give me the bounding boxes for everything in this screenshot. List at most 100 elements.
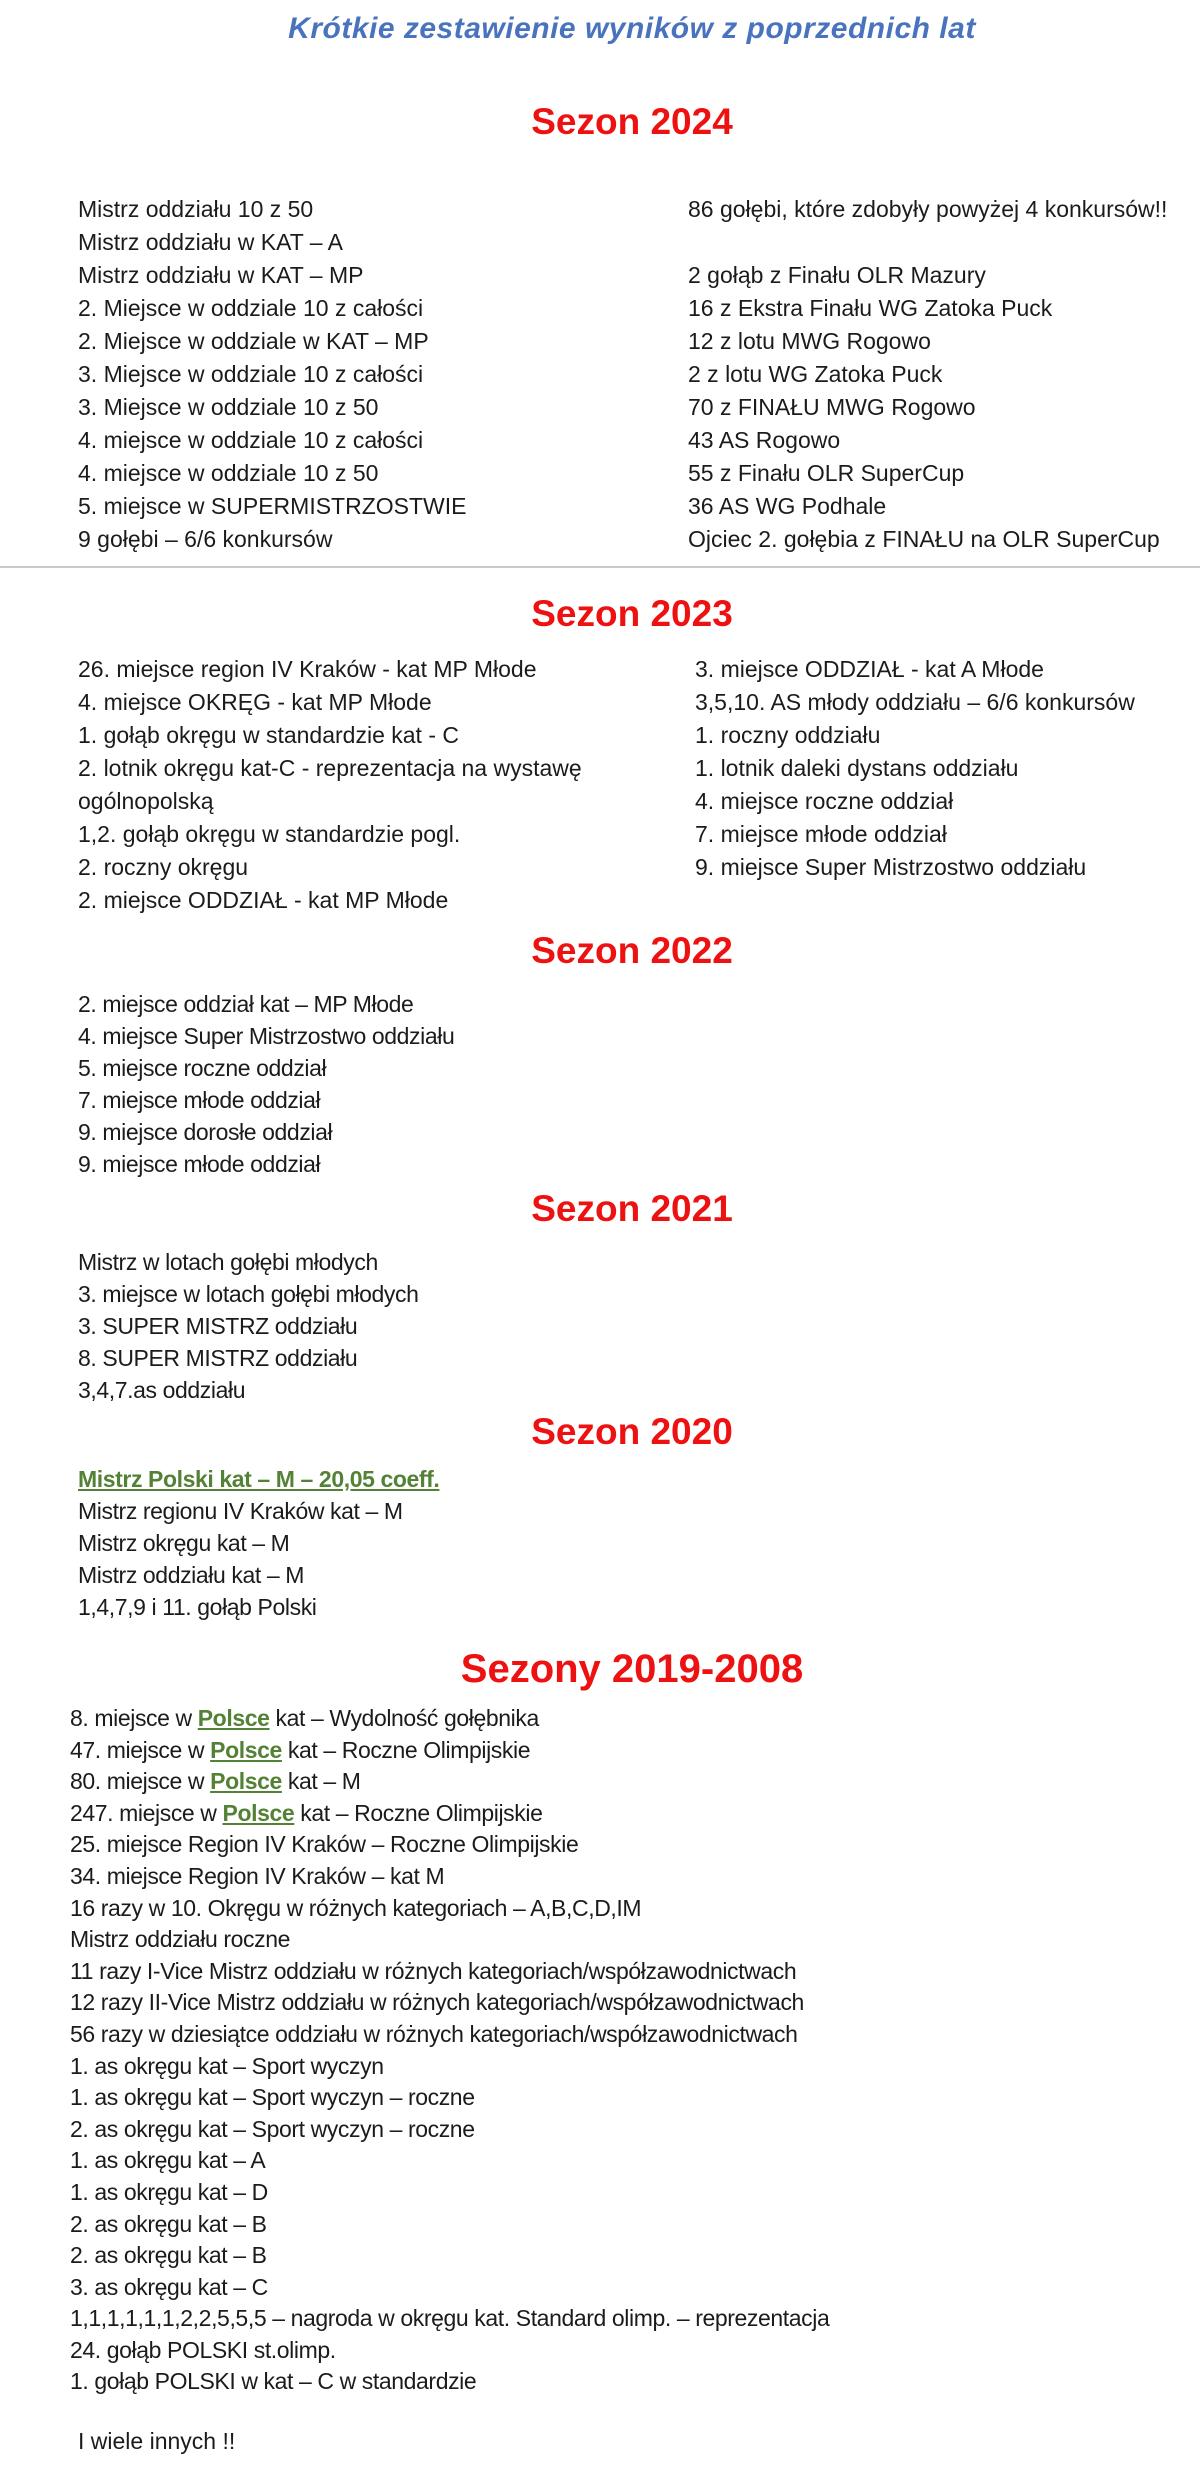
list-item: 16 z Ekstra Finału WG Zatoka Puck <box>688 295 1053 321</box>
list-item: 2. as okręgu kat – B <box>70 2210 267 2237</box>
sezon-2020-list: Mistrz Polski kat – M – 20,05 coeff. Mist… <box>78 1463 1200 1623</box>
text-segment: kat – M <box>281 1768 361 1795</box>
list-item: 3. SUPER MISTRZ oddziału <box>78 1313 358 1339</box>
list-item: 12 razy II-Vice Mistrz oddziału w różnyc… <box>70 1989 804 2016</box>
sezony-2019-2008-list: 8. miejsce w Polsce kat – Wydolność gołę… <box>70 1703 1200 2398</box>
sezon-2022-list: 2. miejsce oddział kat – MP Młode 4. miej… <box>78 988 1200 1180</box>
list-item: 8. SUPER MISTRZ oddziału <box>78 1345 358 1371</box>
document-title: Krótkie zestawienie wyników z poprzednic… <box>288 12 976 45</box>
list-item: Mistrz oddziału 10 z 50 <box>78 196 314 222</box>
list-item: 12 z lotu MWG Rogowo <box>688 328 931 354</box>
section-header-sezon-2021: Sezon 2021 <box>531 1188 733 1229</box>
list-item: 3. Miejsce w oddziale 10 z całości <box>78 361 424 387</box>
list-item: 80. miejsce w Polsce kat – M <box>70 1766 1200 1798</box>
section-header-sezon-2020: Sezon 2020 <box>531 1411 733 1452</box>
list-item: 3,5,10. AS młody oddziału – 6/6 konkursó… <box>695 689 1135 715</box>
list-item: 26. miejsce region IV Kraków - kat MP Mł… <box>78 656 537 682</box>
list-item: 4. miejsce OKRĘG - kat MP Młode <box>78 689 432 715</box>
list-item: 16 razy w 10. Okręgu w różnych kategoria… <box>70 1894 642 1921</box>
text-segment: kat – Roczne Olimpijskie <box>294 1799 543 1826</box>
list-item: Mistrz w lotach gołębi młodych <box>78 1249 378 1275</box>
text-segment: 247. miejsce w <box>70 1799 223 1826</box>
sezon-2023-left-column: 26. miejsce region IV Kraków - kat MP Mł… <box>78 653 695 917</box>
list-item: Mistrz okręgu kat – M <box>78 1530 290 1556</box>
list-item: 1. lotnik daleki dystans oddziału <box>695 755 1019 781</box>
list-item: 3. Miejsce w oddziale 10 z 50 <box>78 394 379 420</box>
list-item: 9. miejsce dorosłe oddział <box>78 1119 333 1145</box>
list-item: 9. miejsce młode oddział <box>78 1151 321 1177</box>
list-item: 1. as okręgu kat – D <box>70 2178 268 2205</box>
document-footer: I wiele innych !! <box>78 2428 236 2455</box>
list-item: 70 z FINAŁU MWG Rogowo <box>688 394 976 420</box>
list-item: 2. as okręgu kat – Sport wyczyn – roczne <box>70 2115 475 2142</box>
list-item: 3. miejsce ODDZIAŁ - kat A Młode <box>695 656 1044 682</box>
sezon-2021-list: Mistrz w lotach gołębi młodych 3. miejsce… <box>78 1246 1200 1406</box>
list-item: Ojciec 2. gołębia z FINAŁU na OLR SuperC… <box>688 526 1160 552</box>
list-item: 2. lotnik okręgu kat-C - reprezentacja n… <box>78 755 582 781</box>
list-item: 1,1,1,1,1,1,2,2,5,5,5 – nagroda w okręgu… <box>70 2305 830 2332</box>
list-item: 9 gołębi – 6/6 konkursów <box>78 526 333 552</box>
list-item: 4. miejsce w oddziale 10 z całości <box>78 427 424 453</box>
text-segment: Mistrz Polski kat – M – 20,05 coeff. <box>78 1466 440 1492</box>
list-item: 47. miejsce w Polsce kat – Roczne Olimpi… <box>70 1735 1200 1767</box>
list-item: 7. miejsce młode oddział <box>695 821 947 847</box>
list-item: 34. miejsce Region IV Kraków – kat M <box>70 1862 445 1889</box>
list-item: Mistrz oddziału w KAT – A <box>78 229 344 255</box>
list-item: Mistrz Polski kat – M – 20,05 coeff. <box>78 1463 1200 1495</box>
section-header-sezon-2024: Sezon 2024 <box>531 101 733 142</box>
text-segment: 47. miejsce w <box>70 1736 211 1763</box>
section-divider <box>0 566 1200 568</box>
section-header-sezon-2022: Sezon 2022 <box>531 930 733 971</box>
list-item: 2. as okręgu kat – B <box>70 2242 267 2269</box>
polsce-link[interactable]: Polsce <box>210 1768 282 1795</box>
list-item: 247. miejsce w Polsce kat – Roczne Olimp… <box>70 1798 1200 1830</box>
text-segment: kat – Wydolność gołębnika <box>269 1705 539 1731</box>
polsce-link[interactable]: Polsce <box>197 1705 270 1731</box>
list-item: 3,4,7.as oddziału <box>78 1377 246 1403</box>
list-item: 3. miejsce w lotach gołębi młodych <box>78 1281 419 1307</box>
list-item: 5. miejsce roczne oddział <box>78 1055 327 1081</box>
list-item: 1. gołąb okręgu w standardzie kat - C <box>78 722 459 748</box>
sezon-2024-left-column: Mistrz oddziału 10 z 50 Mistrz oddziału w… <box>78 193 688 556</box>
list-item: Mistrz oddziału roczne <box>70 1926 291 1953</box>
list-item: 7. miejsce młode oddział <box>78 1087 321 1113</box>
list-item: 8. miejsce w Polsce kat – Wydolność gołę… <box>70 1703 1200 1735</box>
list-item: 2. Miejsce w oddziale w KAT – MP <box>78 328 429 354</box>
section-sezon-2024-columns: Mistrz oddziału 10 z 50 Mistrz oddziału w… <box>78 193 1200 556</box>
list-item: 36 AS WG Podhale <box>688 493 887 519</box>
list-item: 25. miejsce Region IV Kraków – Roczne Ol… <box>70 1831 579 1858</box>
list-item: 2. roczny okręgu <box>78 854 249 880</box>
list-item: 3. as okręgu kat – C <box>70 2273 268 2300</box>
sezon-2023-right-column: 3. miejsce ODDZIAŁ - kat A Młode 3,5,10. … <box>695 653 1200 917</box>
polsce-link[interactable]: Polsce <box>210 1736 282 1763</box>
list-item: Mistrz oddziału w KAT – MP <box>78 262 364 288</box>
list-item: 56 razy w dziesiątce oddziału w różnych … <box>70 2020 798 2047</box>
list-item: 9. miejsce Super Mistrzostwo oddziału <box>695 854 1087 880</box>
list-item: 2. miejsce ODDZIAŁ - kat MP Młode <box>78 887 449 913</box>
list-item: 86 gołębi, które zdobyły powyżej 4 konku… <box>688 196 1168 222</box>
polsce-link[interactable]: Polsce <box>222 1799 295 1826</box>
list-item: 4. miejsce w oddziale 10 z 50 <box>78 460 379 486</box>
list-item: 55 z Finału OLR SuperCup <box>688 460 965 486</box>
list-item: 2. Miejsce w oddziale 10 z całości <box>78 295 424 321</box>
list-item: ogólnopolską <box>78 788 214 814</box>
section-header-sezony-2019-2008: Sezony 2019-2008 <box>460 1647 804 1691</box>
list-item: Mistrz oddziału kat – M <box>78 1562 304 1588</box>
list-item: 24. gołąb POLSKI st.olimp. <box>70 2336 336 2363</box>
list-item: 2 gołąb z Finału OLR Mazury <box>688 262 986 288</box>
text-segment: 8. miejsce w <box>70 1705 198 1731</box>
list-item: 1,4,7,9 i 11. gołąb Polski <box>78 1594 317 1620</box>
list-item: 11 razy I-Vice Mistrz oddziału w różnych… <box>70 1957 797 1984</box>
sezon-2024-right-column: 86 gołębi, które zdobyły powyżej 4 konku… <box>688 193 1200 556</box>
list-item: 1. as okręgu kat – Sport wyczyn – roczne <box>70 2084 475 2111</box>
list-item: 2. miejsce oddział kat – MP Młode <box>78 991 414 1017</box>
list-item: 4. miejsce roczne oddział <box>695 788 954 814</box>
list-item: Mistrz regionu IV Kraków kat – M <box>78 1498 403 1524</box>
list-item: 5. miejsce w SUPERMISTRZOSTWIE <box>78 493 467 519</box>
text-segment: 80. miejsce w <box>70 1768 211 1795</box>
section-sezon-2023-columns: 26. miejsce region IV Kraków - kat MP Mł… <box>78 653 1200 917</box>
list-item: 2 z lotu WG Zatoka Puck <box>688 361 943 387</box>
list-item: 1. roczny oddziału <box>695 722 881 748</box>
list-item: 4. miejsce Super Mistrzostwo oddziału <box>78 1023 455 1049</box>
list-item: 1. gołąb POLSKI w kat – C w standardzie <box>70 2368 477 2395</box>
